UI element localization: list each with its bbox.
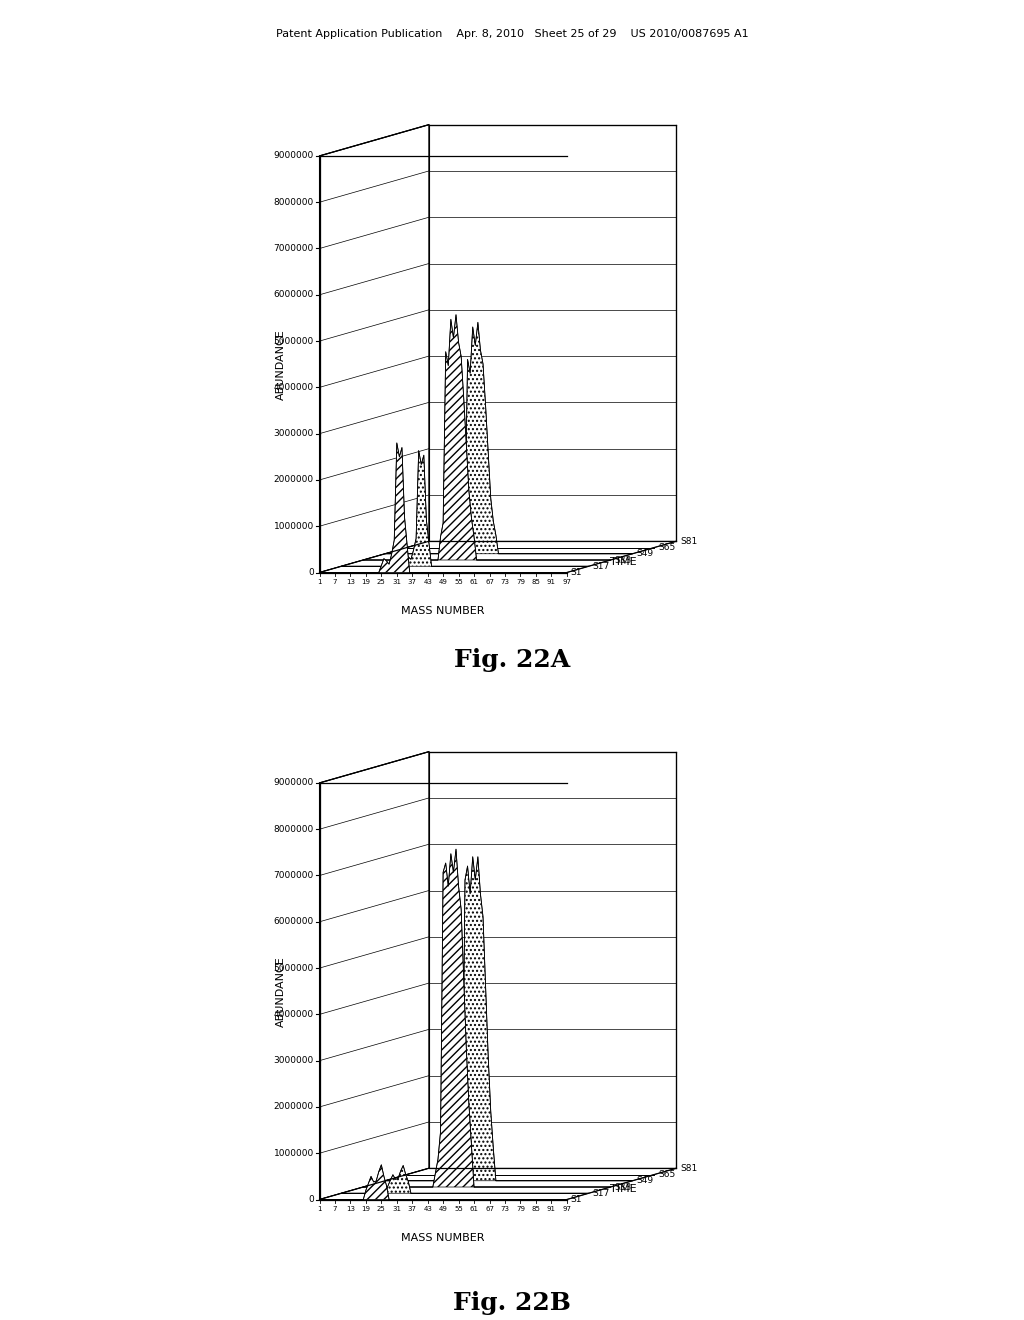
Text: 97: 97 xyxy=(562,1206,571,1212)
Text: 61: 61 xyxy=(470,579,478,585)
Polygon shape xyxy=(319,541,676,573)
Text: 2000000: 2000000 xyxy=(273,475,313,484)
Text: 43: 43 xyxy=(423,1206,432,1212)
Text: 3000000: 3000000 xyxy=(273,429,313,438)
Text: S1: S1 xyxy=(570,568,583,577)
Text: 9000000: 9000000 xyxy=(273,779,313,788)
Text: S33: S33 xyxy=(614,1183,632,1192)
Text: S17: S17 xyxy=(593,562,610,570)
Text: 31: 31 xyxy=(392,1206,401,1212)
Text: 7000000: 7000000 xyxy=(273,244,313,253)
Polygon shape xyxy=(364,314,610,560)
Text: 37: 37 xyxy=(408,1206,417,1212)
Text: 19: 19 xyxy=(361,1206,371,1212)
Text: 85: 85 xyxy=(531,579,541,585)
Text: ABUNDANCE: ABUNDANCE xyxy=(275,329,286,400)
Text: S65: S65 xyxy=(658,543,676,552)
Text: 2000000: 2000000 xyxy=(273,1102,313,1111)
Text: 31: 31 xyxy=(392,579,401,585)
Text: S17: S17 xyxy=(593,1189,610,1197)
Polygon shape xyxy=(385,322,633,554)
Text: S49: S49 xyxy=(636,549,653,558)
Polygon shape xyxy=(429,751,676,1168)
Text: Patent Application Publication    Apr. 8, 2010   Sheet 25 of 29    US 2010/00876: Patent Application Publication Apr. 8, 2… xyxy=(275,29,749,40)
Text: 13: 13 xyxy=(346,1206,355,1212)
Polygon shape xyxy=(319,444,567,573)
Text: 79: 79 xyxy=(516,579,525,585)
Text: 4000000: 4000000 xyxy=(273,383,313,392)
Polygon shape xyxy=(385,857,633,1181)
Text: 1: 1 xyxy=(317,1206,322,1212)
Polygon shape xyxy=(319,124,429,573)
Text: S33: S33 xyxy=(614,556,632,565)
Text: 0: 0 xyxy=(308,1195,313,1204)
Text: 55: 55 xyxy=(455,579,463,585)
Text: 8000000: 8000000 xyxy=(273,825,313,834)
Text: 5000000: 5000000 xyxy=(273,964,313,973)
Text: 55: 55 xyxy=(455,1206,463,1212)
Text: Fig. 22B: Fig. 22B xyxy=(453,1291,571,1315)
Text: 3000000: 3000000 xyxy=(273,1056,313,1065)
Polygon shape xyxy=(341,1166,589,1193)
Polygon shape xyxy=(319,751,429,1200)
Text: 4000000: 4000000 xyxy=(273,1010,313,1019)
Text: 7: 7 xyxy=(333,579,337,585)
Polygon shape xyxy=(364,849,610,1187)
Text: S1: S1 xyxy=(570,1195,583,1204)
Text: 1000000: 1000000 xyxy=(273,521,313,531)
Text: TIME: TIME xyxy=(609,1184,636,1195)
Text: 73: 73 xyxy=(501,579,510,585)
Text: 13: 13 xyxy=(346,579,355,585)
Text: 6000000: 6000000 xyxy=(273,290,313,300)
Polygon shape xyxy=(319,1168,676,1200)
Text: 43: 43 xyxy=(423,579,432,585)
Text: MASS NUMBER: MASS NUMBER xyxy=(401,606,485,616)
Text: 85: 85 xyxy=(531,1206,541,1212)
Polygon shape xyxy=(429,124,676,541)
Text: 6000000: 6000000 xyxy=(273,917,313,927)
Text: 7000000: 7000000 xyxy=(273,871,313,880)
Text: S81: S81 xyxy=(680,537,697,545)
Text: 1000000: 1000000 xyxy=(273,1148,313,1158)
Text: 79: 79 xyxy=(516,1206,525,1212)
Text: TIME: TIME xyxy=(609,557,636,568)
Text: S65: S65 xyxy=(658,1170,676,1179)
Text: MASS NUMBER: MASS NUMBER xyxy=(401,1233,485,1243)
Text: 67: 67 xyxy=(485,1206,494,1212)
Polygon shape xyxy=(341,450,589,566)
Text: 1: 1 xyxy=(317,579,322,585)
Text: 9000000: 9000000 xyxy=(273,152,313,161)
Text: 49: 49 xyxy=(438,579,447,585)
Polygon shape xyxy=(319,1164,567,1200)
Text: Fig. 22A: Fig. 22A xyxy=(454,648,570,672)
Text: S81: S81 xyxy=(680,1164,697,1172)
Text: ABUNDANCE: ABUNDANCE xyxy=(275,956,286,1027)
Text: 0: 0 xyxy=(308,568,313,577)
Text: 73: 73 xyxy=(501,1206,510,1212)
Text: 5000000: 5000000 xyxy=(273,337,313,346)
Text: 97: 97 xyxy=(562,579,571,585)
Text: S49: S49 xyxy=(636,1176,653,1185)
Text: 91: 91 xyxy=(547,1206,556,1212)
Text: 19: 19 xyxy=(361,579,371,585)
Text: 37: 37 xyxy=(408,579,417,585)
Text: 49: 49 xyxy=(438,1206,447,1212)
Text: 61: 61 xyxy=(470,1206,478,1212)
Text: 91: 91 xyxy=(547,579,556,585)
Text: 7: 7 xyxy=(333,1206,337,1212)
Text: 25: 25 xyxy=(377,579,386,585)
Text: 67: 67 xyxy=(485,579,494,585)
Text: 8000000: 8000000 xyxy=(273,198,313,207)
Text: 25: 25 xyxy=(377,1206,386,1212)
